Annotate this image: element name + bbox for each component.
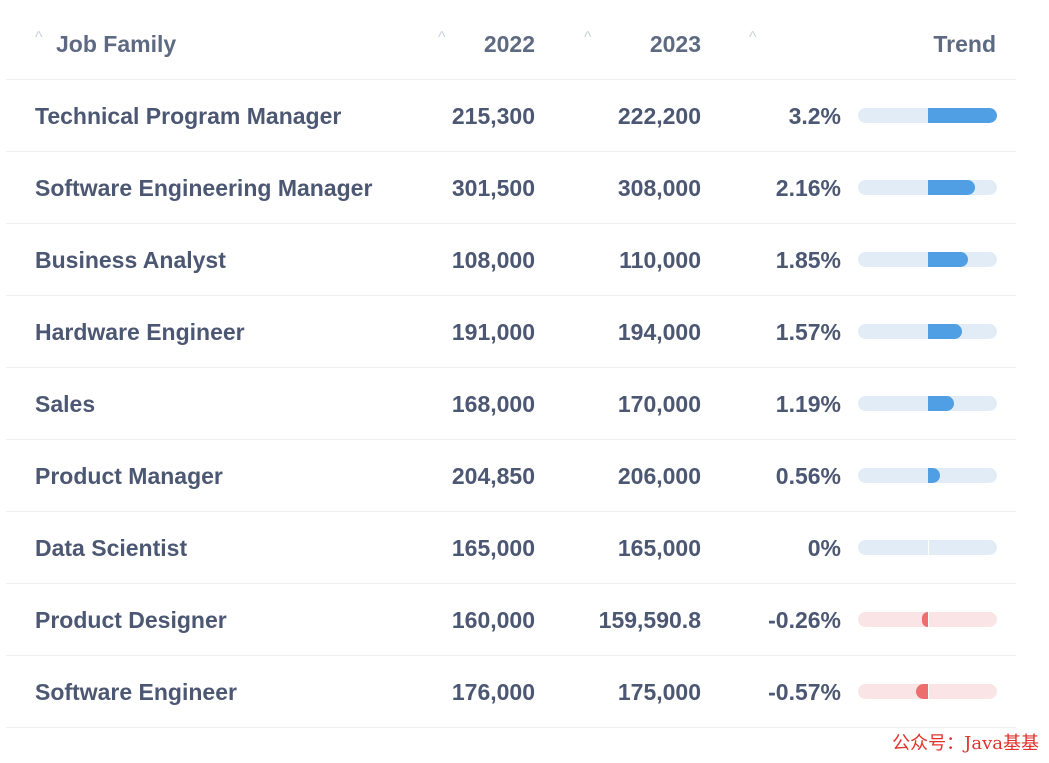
trend-bar-fill bbox=[922, 612, 928, 627]
trend-percent-cell: -0.26% bbox=[768, 607, 841, 633]
trend-percent-cell: -0.57% bbox=[768, 679, 841, 705]
sort-caret-up-icon[interactable]: ^ bbox=[749, 29, 757, 46]
trend-bar-track bbox=[858, 180, 997, 195]
table-row: Software Engineering Manager 301,500 308,0… bbox=[6, 152, 1016, 224]
trend-bar-track bbox=[858, 684, 997, 699]
trend-bar-fill bbox=[928, 324, 962, 339]
trend-percent-cell: 3.2% bbox=[788, 103, 841, 129]
value-2023-cell: 159,590.8 bbox=[598, 607, 701, 633]
table-body: Technical Program Manager 215,300 222,200 3… bbox=[6, 80, 1016, 728]
table-row: Data Scientist 165,000 165,000 0% bbox=[6, 512, 1016, 584]
trend-bar-midline bbox=[928, 612, 929, 627]
table-row: Business Analyst 108,000 110,000 1.85% bbox=[6, 224, 1016, 296]
header-2022[interactable]: 2022 bbox=[483, 31, 535, 57]
trend-bar-track bbox=[858, 540, 997, 555]
table-header: ^ Job Family ^ 2022 ^ 2023 ^ Trend bbox=[6, 8, 1016, 80]
header-2023[interactable]: 2023 bbox=[649, 31, 701, 57]
trend-bar-midline bbox=[928, 684, 929, 699]
table-row: Software Engineer 176,000 175,000 -0.57% bbox=[6, 656, 1016, 728]
job-family-cell: Product Designer bbox=[35, 607, 227, 633]
trend-bar-track bbox=[858, 612, 997, 627]
trend-percent-cell: 1.85% bbox=[775, 247, 841, 273]
watermark: 公众号：Java基基 bbox=[892, 733, 1039, 754]
trend-bar-fill bbox=[928, 252, 968, 267]
value-2022-cell: 301,500 bbox=[451, 175, 535, 201]
trend-bar-track bbox=[858, 396, 997, 411]
sort-caret-up-icon[interactable]: ^ bbox=[35, 29, 43, 46]
job-family-cell: Business Analyst bbox=[35, 247, 226, 273]
table-row: Technical Program Manager 215,300 222,200 3… bbox=[6, 80, 1016, 152]
trend-percent-cell: 0.56% bbox=[775, 463, 841, 489]
value-2022-cell: 165,000 bbox=[451, 535, 535, 561]
salary-trend-table: ^ Job Family ^ 2022 ^ 2023 ^ Trend Techn… bbox=[6, 8, 1016, 728]
value-2022-cell: 191,000 bbox=[451, 319, 535, 345]
trend-percent-cell: 2.16% bbox=[775, 175, 841, 201]
trend-bar-track bbox=[858, 252, 997, 267]
value-2022-cell: 160,000 bbox=[451, 607, 535, 633]
table-row: Hardware Engineer 191,000 194,000 1.57% bbox=[6, 296, 1016, 368]
trend-percent-cell: 1.57% bbox=[775, 319, 841, 345]
value-2022-cell: 215,300 bbox=[451, 103, 535, 129]
trend-percent-cell: 1.19% bbox=[775, 391, 841, 417]
value-2023-cell: 222,200 bbox=[617, 103, 701, 129]
value-2022-cell: 108,000 bbox=[451, 247, 535, 273]
value-2023-cell: 308,000 bbox=[617, 175, 701, 201]
trend-bar-fill bbox=[928, 396, 954, 411]
sort-caret-up-icon[interactable]: ^ bbox=[438, 29, 446, 46]
job-family-cell: Product Manager bbox=[35, 463, 223, 489]
value-2023-cell: 165,000 bbox=[617, 535, 701, 561]
trend-bar-track bbox=[858, 108, 997, 123]
trend-bar-track bbox=[858, 324, 997, 339]
table-row: Product Manager 204,850 206,000 0.56% bbox=[6, 440, 1016, 512]
value-2023-cell: 110,000 bbox=[619, 247, 701, 273]
job-family-cell: Hardware Engineer bbox=[35, 319, 245, 345]
value-2022-cell: 204,850 bbox=[451, 463, 535, 489]
trend-bar-midline bbox=[928, 540, 929, 555]
table-row: Product Designer 160,000 159,590.8 -0.26% bbox=[6, 584, 1016, 656]
value-2022-cell: 176,000 bbox=[451, 679, 535, 705]
value-2022-cell: 168,000 bbox=[451, 391, 535, 417]
header-trend[interactable]: Trend bbox=[933, 31, 996, 57]
table-row: Sales 168,000 170,000 1.19% bbox=[6, 368, 1016, 440]
job-family-cell: Sales bbox=[35, 391, 96, 417]
value-2023-cell: 170,000 bbox=[617, 391, 701, 417]
trend-bar-fill bbox=[916, 684, 928, 699]
job-family-cell: Data Scientist bbox=[35, 535, 188, 561]
trend-bar-fill bbox=[928, 468, 940, 483]
trend-bar-track bbox=[858, 468, 997, 483]
value-2023-cell: 175,000 bbox=[617, 679, 701, 705]
sort-caret-up-icon[interactable]: ^ bbox=[584, 29, 592, 46]
trend-bar-fill bbox=[928, 180, 975, 195]
job-family-cell: Software Engineering Manager bbox=[35, 175, 373, 201]
job-family-cell: Software Engineer bbox=[35, 679, 237, 705]
value-2023-cell: 206,000 bbox=[617, 463, 701, 489]
trend-percent-cell: 0% bbox=[807, 535, 841, 561]
job-family-cell: Technical Program Manager bbox=[35, 103, 342, 129]
header-job-family[interactable]: Job Family bbox=[56, 31, 177, 57]
trend-bar-fill bbox=[928, 108, 997, 123]
value-2023-cell: 194,000 bbox=[617, 319, 701, 345]
